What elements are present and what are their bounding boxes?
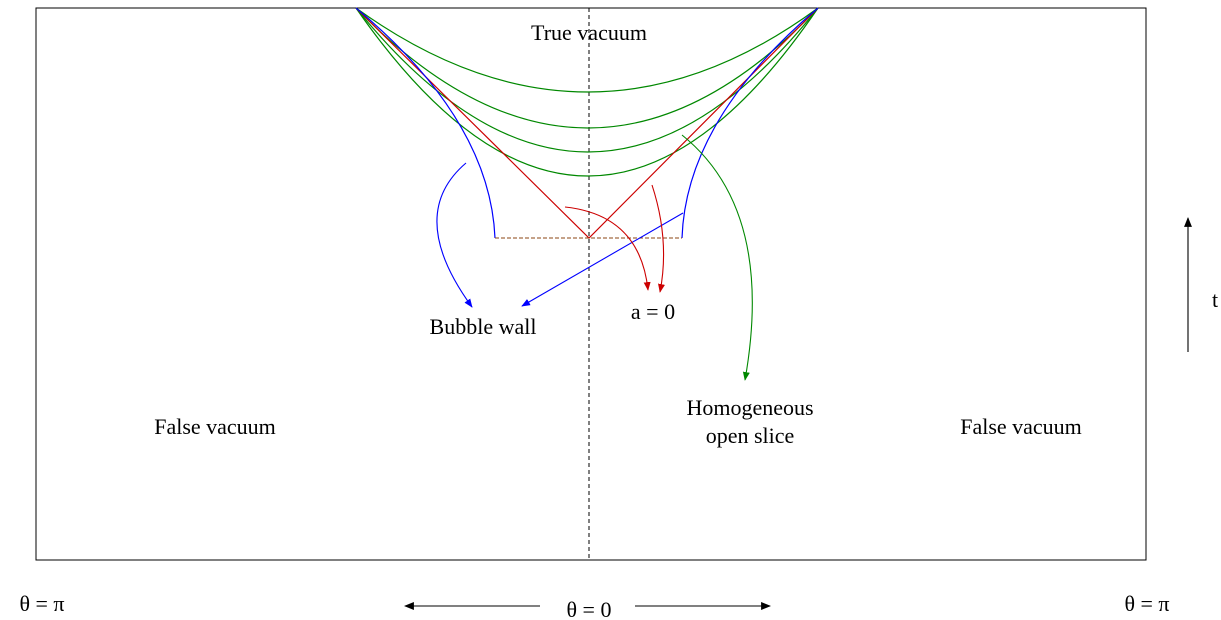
label: t: [1212, 287, 1218, 312]
label: a = 0: [631, 299, 675, 324]
label: θ = π: [1124, 591, 1169, 616]
label: open slice: [706, 423, 795, 448]
pointer-arrows: [404, 134, 1192, 610]
label: Homogeneous: [686, 395, 813, 420]
label: False vacuum: [960, 414, 1082, 439]
green-slices: [355, 7, 819, 177]
label: Bubble wall: [430, 314, 537, 339]
label: False vacuum: [154, 414, 276, 439]
label: θ = π: [19, 591, 64, 616]
label: True vacuum: [531, 20, 647, 45]
frame: [35, 7, 1147, 561]
bubble-wall: [355, 7, 819, 239]
label: θ = 0: [567, 597, 612, 620]
